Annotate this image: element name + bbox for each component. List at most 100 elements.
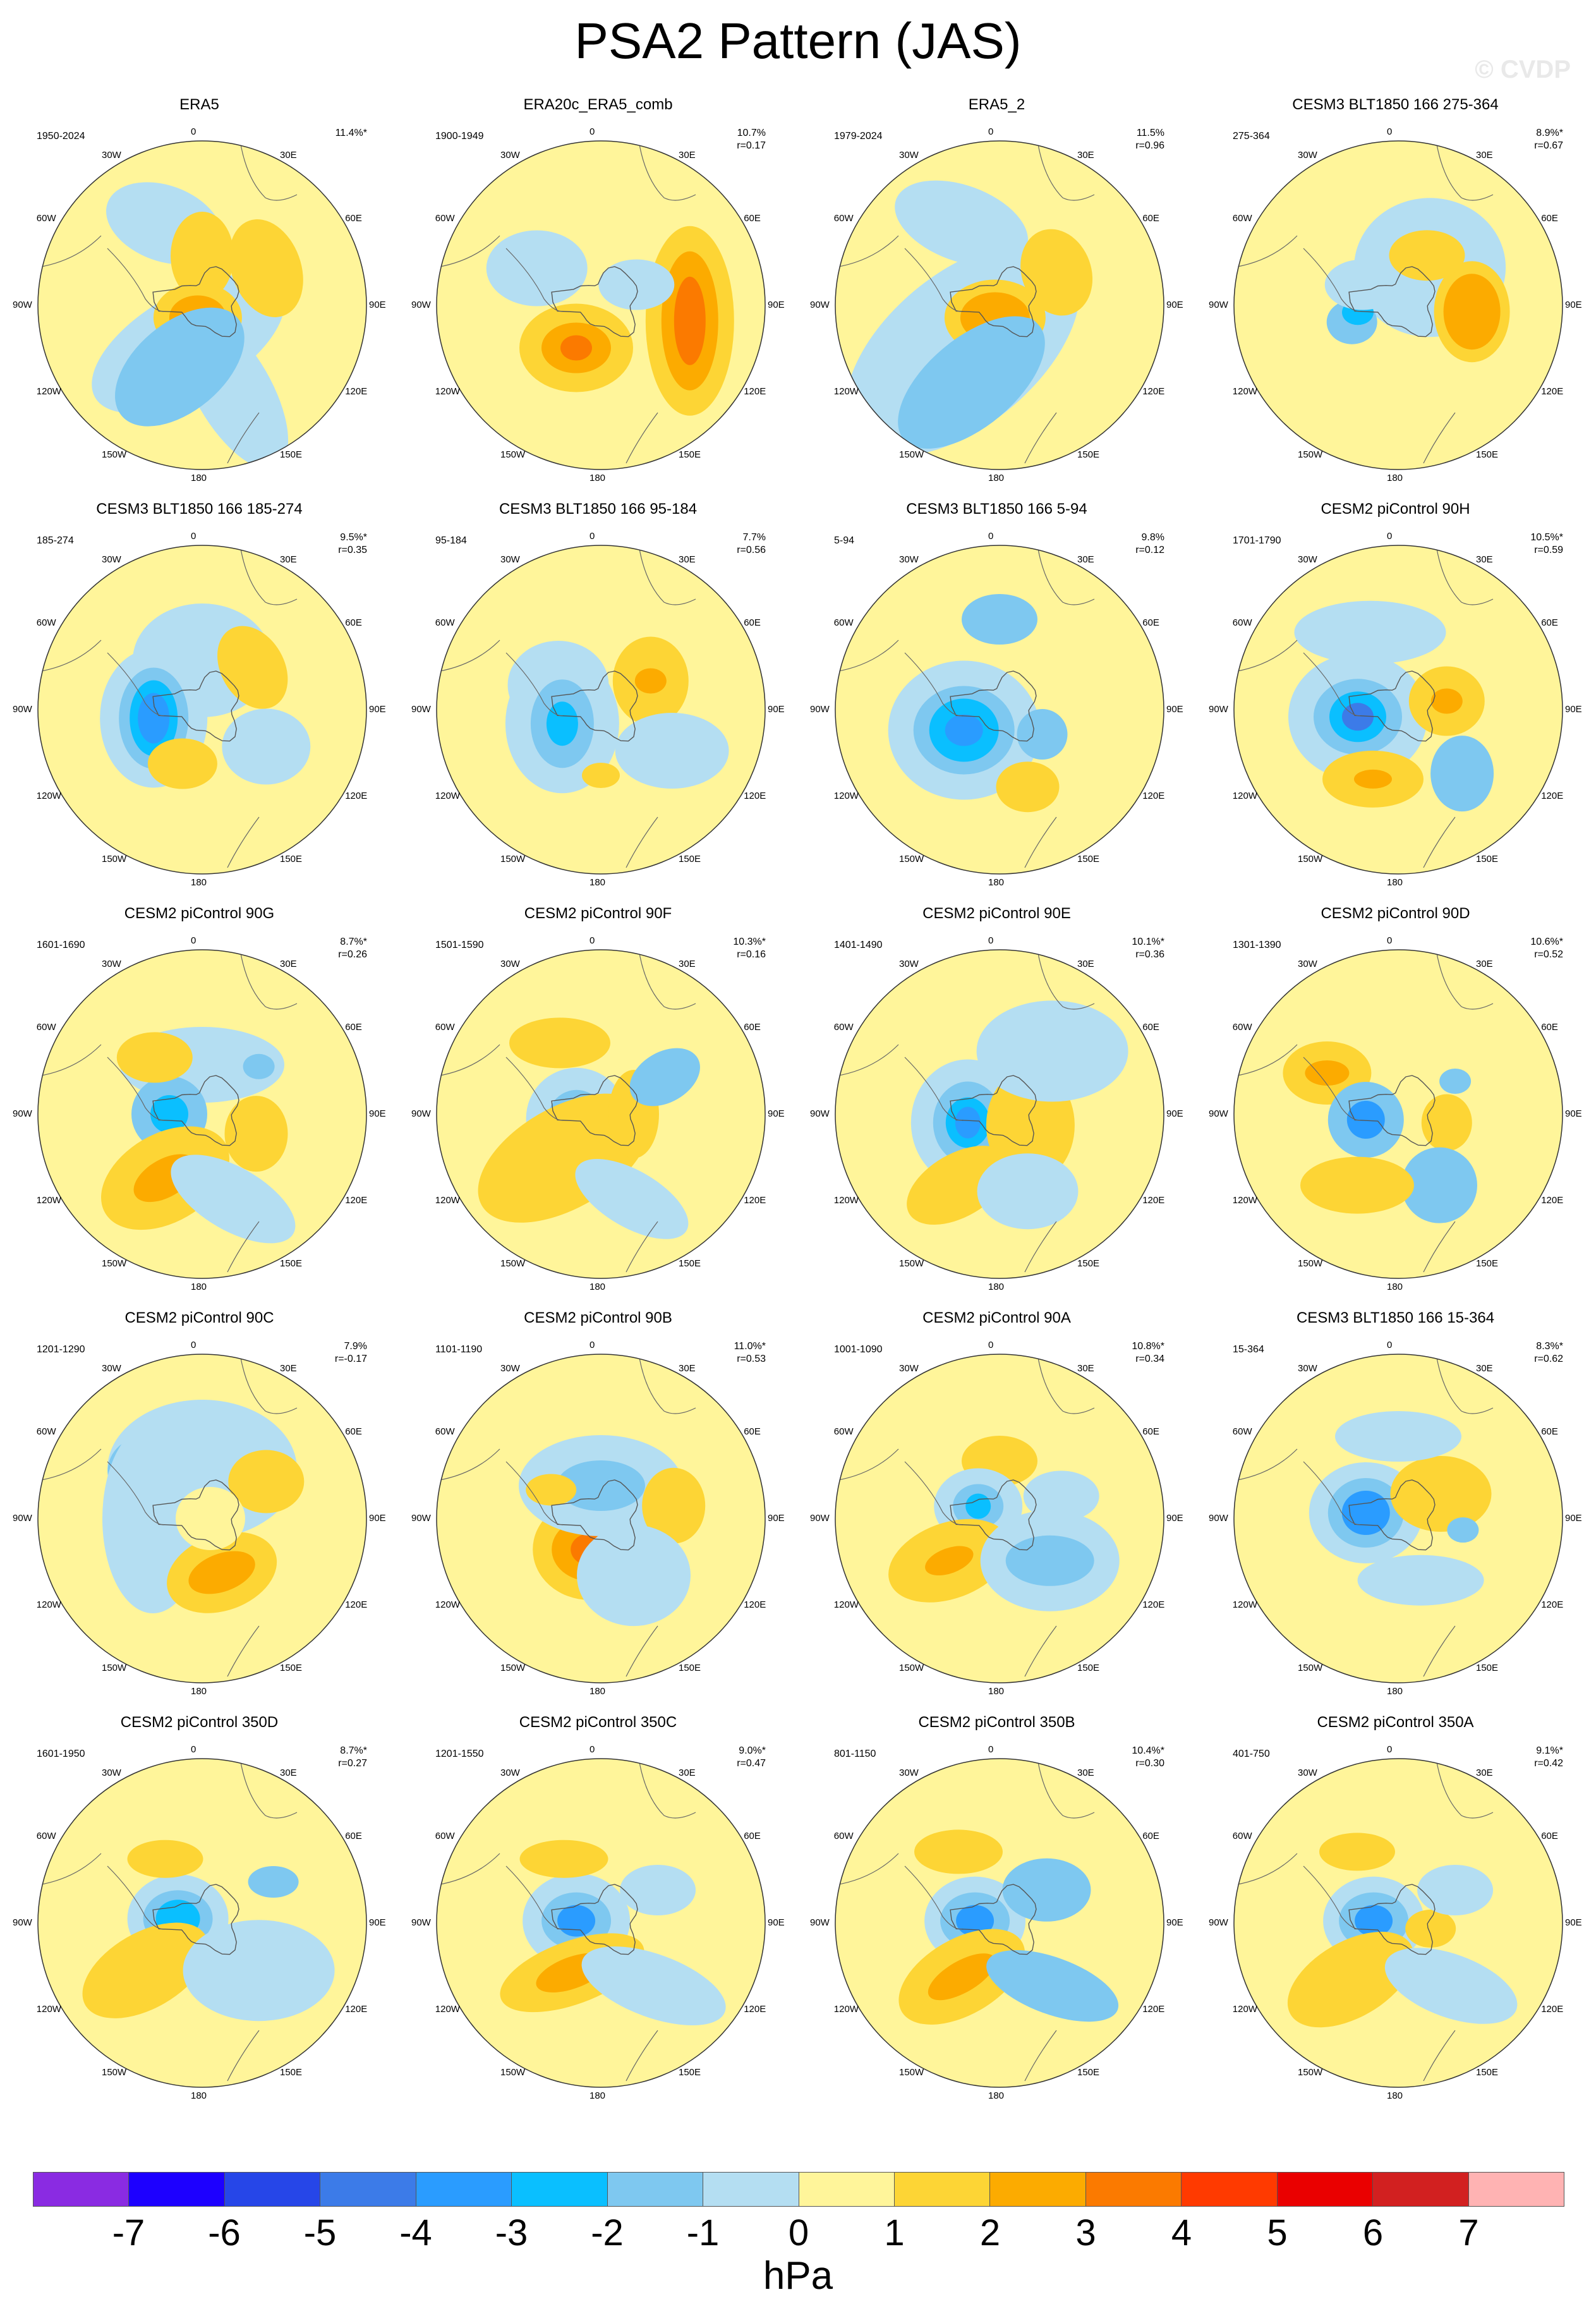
longitude-label: 90W <box>810 1108 830 1119</box>
panel-title: CESM3 BLT1850 166 185-274 <box>96 500 303 518</box>
longitude-label: 180 <box>191 2090 207 2101</box>
anomaly-contour <box>1439 1069 1472 1094</box>
panel-stats: 8.7%* r=0.27 <box>338 1745 367 1770</box>
coastline <box>835 1448 899 1481</box>
anomaly-contour <box>1405 1910 1456 1948</box>
panel-stats: 10.6%* r=0.52 <box>1530 936 1563 961</box>
panel-title: CESM3 BLT1850 166 5-94 <box>906 500 1087 518</box>
anomaly-contour <box>171 1155 296 1244</box>
longitude-label: 180 <box>988 1686 1005 1697</box>
coastline <box>638 1759 696 1819</box>
longitude-label: 0 <box>988 935 994 946</box>
longitude-label: 150W <box>899 449 924 461</box>
panel-period: 1501-1590 <box>435 940 484 950</box>
panel-stats: 8.3%* r=0.62 <box>1534 1340 1563 1366</box>
anomaly-contour <box>228 1450 305 1513</box>
anomaly-contour <box>116 1032 193 1083</box>
longitude-label: 180 <box>589 2090 606 2101</box>
map-panel: 0 30E 60E 90E 120E 150E 180 150W 120W 90W 60W 30W ER… <box>797 92 1196 496</box>
colorbar-labels: -7 -6 -5 -4 -3 -2 -1 0 1 2 3 4 5 6 7 <box>0 2212 1596 2262</box>
longitude-label: 60E <box>744 617 761 628</box>
longitude-label: 60E <box>1142 1022 1159 1033</box>
longitude-label: 150W <box>899 1258 924 1270</box>
coastline <box>626 816 658 868</box>
panel-period: 1201-1290 <box>37 1344 85 1355</box>
coastline <box>1037 950 1095 1010</box>
longitude-label: 30E <box>1077 554 1094 565</box>
longitude-label: 120W <box>1232 1599 1257 1610</box>
antarctica-coastline <box>1348 1075 1436 1146</box>
longitude-label: 30E <box>1476 554 1493 565</box>
coastline <box>1037 141 1095 201</box>
coastline <box>38 640 102 672</box>
longitude-label: 30E <box>1077 958 1094 969</box>
antarctica-coastline <box>950 266 1037 337</box>
coastline <box>638 950 696 1010</box>
longitude-label: 150E <box>1476 1663 1499 1674</box>
anomaly-contour <box>1421 1094 1472 1151</box>
polar-map <box>37 1758 367 2088</box>
panel-title: CESM2 piControl 90G <box>124 905 275 922</box>
longitude-label: 150W <box>1298 1258 1323 1270</box>
longitude-label: 30E <box>280 149 297 161</box>
coastline <box>638 545 696 605</box>
longitude-label: 30E <box>1077 149 1094 161</box>
coastline <box>1436 1759 1494 1819</box>
longitude-label: 120W <box>36 791 61 801</box>
longitude-label: 90W <box>411 704 431 715</box>
coastline <box>638 1354 696 1414</box>
longitude-label: 60W <box>36 1022 56 1033</box>
longitude-label: 60W <box>1232 1426 1252 1437</box>
panel-stats: 10.3%* r=0.16 <box>733 936 766 961</box>
polar-map <box>835 1354 1164 1683</box>
panel-period: 275-364 <box>1233 131 1270 142</box>
longitude-label: 60E <box>345 213 362 224</box>
longitude-label: 60W <box>833 213 854 224</box>
longitude-label: 0 <box>988 531 994 542</box>
coastline <box>505 1461 564 1525</box>
coastline <box>1303 652 1361 717</box>
coastline <box>227 816 260 868</box>
panel-title: CESM3 BLT1850 166 95-184 <box>499 500 698 518</box>
anomaly-contour <box>176 1487 245 1550</box>
antarctica-coastline <box>1348 1479 1436 1551</box>
colorbar-cell <box>1085 2173 1182 2206</box>
colorbar-tick-label: 7 <box>1458 2212 1479 2253</box>
longitude-label: 60W <box>435 1426 455 1437</box>
panel-stats: 11.4%* <box>336 127 367 140</box>
longitude-label: 120E <box>744 2004 766 2015</box>
explained-variance: 8.7%* <box>340 1745 367 1756</box>
pattern-correlation: r=0.12 <box>1135 545 1164 555</box>
longitude-label: 0 <box>589 531 595 542</box>
antarctica-coastline <box>152 1075 239 1146</box>
coastline <box>835 235 899 268</box>
longitude-label: 120E <box>744 1195 766 1206</box>
longitude-label: 30E <box>679 958 696 969</box>
longitude-label: 30W <box>102 1362 121 1374</box>
longitude-label: 60W <box>435 1022 455 1033</box>
panel-stats: 10.7% r=0.17 <box>737 127 766 152</box>
map-panel: 0 30E 60E 90E 120E 150E 180 150W 120W 90W 60W 30W CE… <box>1196 1305 1595 1709</box>
anomaly-contour <box>914 1829 1003 1874</box>
coastline <box>38 235 102 268</box>
longitude-label: 120W <box>1232 791 1257 801</box>
longitude-label: 30W <box>500 958 520 969</box>
colorbar-tick-label: 0 <box>788 2212 809 2253</box>
longitude-label: 150E <box>679 2067 701 2078</box>
coastline <box>38 1448 102 1481</box>
longitude-label: 30W <box>899 1362 919 1374</box>
longitude-label: 120W <box>833 2004 859 2015</box>
colorbar-cell <box>1182 2173 1278 2206</box>
longitude-label: 30W <box>500 1362 520 1374</box>
explained-variance: 9.5%* <box>340 532 367 543</box>
longitude-label: 150E <box>1476 1258 1499 1270</box>
longitude-label: 150E <box>1077 449 1100 461</box>
pattern-correlation: r=0.34 <box>1135 1354 1164 1364</box>
longitude-label: 90E <box>1166 300 1183 310</box>
longitude-label: 0 <box>589 126 595 137</box>
pattern-correlation: r=0.96 <box>1135 140 1164 151</box>
longitude-label: 30W <box>1298 1362 1317 1374</box>
longitude-label: 30E <box>280 1767 297 1778</box>
longitude-label: 90W <box>13 1513 32 1524</box>
longitude-label: 150W <box>1298 449 1323 461</box>
